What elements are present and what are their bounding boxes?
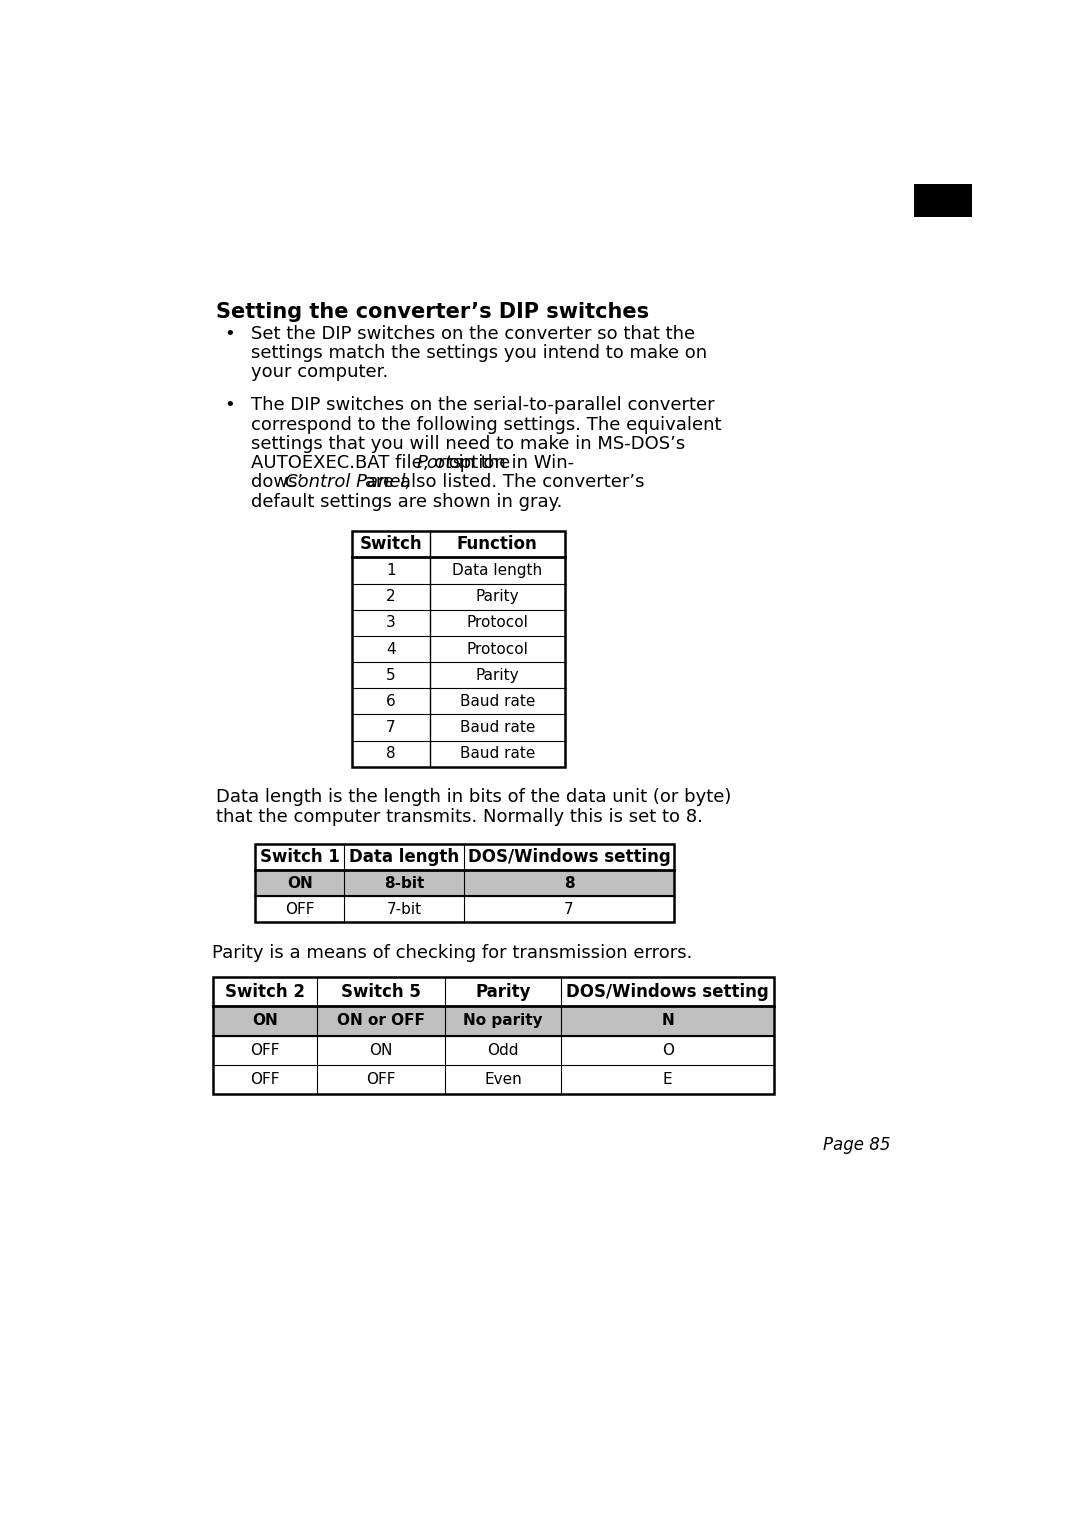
Text: settings that you will need to make in MS-DOS’s: settings that you will need to make in M… xyxy=(252,435,686,452)
Text: 2: 2 xyxy=(386,589,395,604)
Text: 7: 7 xyxy=(386,721,395,736)
Text: N: N xyxy=(661,1013,674,1029)
Text: option in Win-: option in Win- xyxy=(443,454,573,472)
Text: Switch: Switch xyxy=(360,535,422,553)
Bar xyxy=(255,843,674,923)
Text: Even: Even xyxy=(484,1072,522,1087)
Text: DOS/Windows setting: DOS/Windows setting xyxy=(468,848,671,866)
Text: OFF: OFF xyxy=(366,1072,395,1087)
Bar xyxy=(213,977,774,1095)
Text: are also listed. The converter’s: are also listed. The converter’s xyxy=(360,474,645,492)
Text: 5: 5 xyxy=(386,668,395,682)
Text: Protocol: Protocol xyxy=(467,641,528,656)
Text: correspond to the following settings. The equivalent: correspond to the following settings. Th… xyxy=(252,415,721,434)
Text: Setting the converter’s DIP switches: Setting the converter’s DIP switches xyxy=(216,302,649,322)
Text: Page 85: Page 85 xyxy=(823,1136,891,1154)
Text: E: E xyxy=(663,1072,673,1087)
Text: Odd: Odd xyxy=(487,1042,518,1058)
Text: Data length is the length in bits of the data unit (or byte): Data length is the length in bits of the… xyxy=(216,788,732,806)
Text: Parity is a means of checking for transmission errors.: Parity is a means of checking for transm… xyxy=(213,944,693,961)
Text: The DIP switches on the serial-to-parallel converter: The DIP switches on the serial-to-parall… xyxy=(252,397,715,414)
Text: AUTOEXEC.BAT file, or in the: AUTOEXEC.BAT file, or in the xyxy=(252,454,516,472)
Text: 8-bit: 8-bit xyxy=(384,875,424,891)
Bar xyxy=(914,184,972,218)
Text: Baud rate: Baud rate xyxy=(460,747,535,762)
Text: settings match the settings you intend to make on: settings match the settings you intend t… xyxy=(252,343,707,362)
Text: 8: 8 xyxy=(386,747,395,762)
Text: 1: 1 xyxy=(386,563,395,578)
Text: 7: 7 xyxy=(564,901,573,917)
Text: Baud rate: Baud rate xyxy=(460,694,535,708)
Text: 8: 8 xyxy=(564,875,575,891)
Text: Parity: Parity xyxy=(475,668,519,682)
Text: DOS/Windows setting: DOS/Windows setting xyxy=(566,983,769,1001)
Text: 7-bit: 7-bit xyxy=(387,901,422,917)
Text: OFF: OFF xyxy=(285,901,314,917)
Text: Switch 5: Switch 5 xyxy=(341,983,421,1001)
Text: ON or OFF: ON or OFF xyxy=(337,1013,426,1029)
Text: Parity: Parity xyxy=(475,589,519,604)
Text: Protocol: Protocol xyxy=(467,615,528,630)
Text: O: O xyxy=(662,1042,674,1058)
Text: that the computer transmits. Normally this is set to 8.: that the computer transmits. Normally th… xyxy=(216,808,703,826)
Text: •: • xyxy=(225,325,234,343)
Text: ON: ON xyxy=(287,875,312,891)
Text: Parity: Parity xyxy=(475,983,531,1001)
Text: 4: 4 xyxy=(386,641,395,656)
Text: ON: ON xyxy=(252,1013,278,1029)
Text: Baud rate: Baud rate xyxy=(460,721,535,736)
Text: dows’: dows’ xyxy=(252,474,309,492)
Text: •: • xyxy=(225,397,234,414)
Text: Ports: Ports xyxy=(417,454,462,472)
Bar xyxy=(213,1006,774,1036)
Text: Function: Function xyxy=(457,535,538,553)
Bar xyxy=(352,532,565,766)
Text: Control Panel,: Control Panel, xyxy=(285,474,411,492)
Text: 3: 3 xyxy=(386,615,395,630)
Text: default settings are shown in gray.: default settings are shown in gray. xyxy=(252,492,563,510)
Text: Data length: Data length xyxy=(453,563,542,578)
Text: OFF: OFF xyxy=(251,1072,280,1087)
Text: Switch 1: Switch 1 xyxy=(260,848,339,866)
Text: No parity: No parity xyxy=(463,1013,543,1029)
Text: Data length: Data length xyxy=(349,848,459,866)
Text: Set the DIP switches on the converter so that the: Set the DIP switches on the converter so… xyxy=(252,325,696,343)
Bar xyxy=(255,871,674,897)
Text: Switch 2: Switch 2 xyxy=(225,983,305,1001)
Text: your computer.: your computer. xyxy=(252,363,389,382)
Text: ON: ON xyxy=(369,1042,393,1058)
Text: 6: 6 xyxy=(386,694,395,708)
Text: OFF: OFF xyxy=(251,1042,280,1058)
